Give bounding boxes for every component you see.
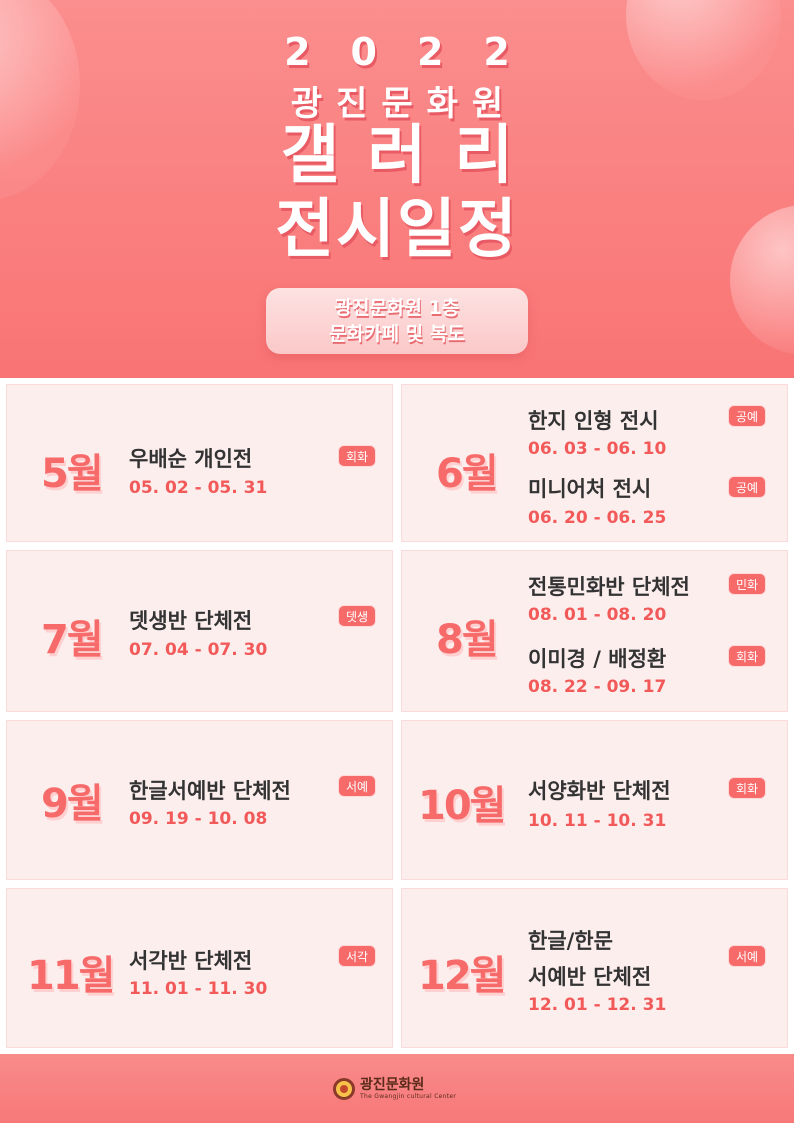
venue-badge: 광진문화원 1층 문화카페 및 복도 (266, 288, 528, 354)
event-title: 한글/한문 (528, 929, 613, 953)
event-title: 서예반 단체전 (528, 965, 652, 989)
flower-logo-icon (333, 1078, 355, 1100)
event-date: 05. 02 - 05. 31 (129, 478, 268, 498)
venue-line-2: 문화카페 및 복도 (329, 323, 465, 345)
month-card-november: 11월 서각반 단체전 11. 01 - 11. 30 서각 (6, 888, 393, 1048)
poster-footer (0, 1054, 794, 1123)
year-title: 2022 (284, 30, 550, 74)
event-title: 전통민화반 단체전 (528, 575, 690, 599)
schedule-title: 전시일정 (275, 193, 519, 267)
org-logo: 광진문화원 The Gwangjin cultural Center (333, 1074, 456, 1104)
month-card-may: 5월 우배순 개인전 05. 02 - 05. 31 회화 (6, 384, 393, 542)
month-label: 7월 (41, 617, 104, 663)
month-label: 11월 (27, 953, 115, 999)
month-card-october: 10월 서양화반 단체전 10. 11 - 10. 31 회화 (401, 720, 788, 880)
gallery-title: 갤러리 (280, 119, 542, 193)
event-date: 10. 11 - 10. 31 (528, 811, 667, 831)
event-date: 08. 01 - 08. 20 (528, 605, 667, 625)
category-tag: 서각 (338, 945, 376, 967)
event-title: 뎃생반 단체전 (129, 609, 253, 633)
event-title: 이미경 / 배정환 (528, 647, 667, 671)
logo-name: 광진문화원 (360, 1077, 425, 1093)
category-tag: 공예 (728, 476, 766, 498)
event-date: 11. 01 - 11. 30 (129, 979, 268, 999)
event-title: 한글서예반 단체전 (129, 779, 291, 803)
month-label: 6월 (436, 451, 499, 497)
month-card-july: 7월 뎃생반 단체전 07. 04 - 07. 30 뎃생 (6, 550, 393, 712)
month-card-june: 6월 한지 인형 전시 06. 03 - 06. 10 공예 미니어처 전시 0… (401, 384, 788, 542)
poster-header: 2022 광진문화원 갤러리 전시일정 광진문화원 1층 문화카페 및 복도 (0, 0, 794, 378)
logo-subtitle: The Gwangjin cultural Center (360, 1093, 457, 1100)
month-card-september: 9월 한글서예반 단체전 09. 19 - 10. 08 서예 (6, 720, 393, 880)
event-title: 한지 인형 전시 (528, 409, 659, 433)
category-tag: 서예 (338, 775, 376, 797)
month-label: 5월 (41, 451, 104, 497)
event-date: 08. 22 - 09. 17 (528, 677, 667, 697)
category-tag: 회화 (728, 645, 766, 667)
category-tag: 민화 (728, 573, 766, 595)
event-date: 12. 01 - 12. 31 (528, 995, 667, 1015)
event-title: 서각반 단체전 (129, 949, 253, 973)
month-card-december: 12월 한글/한문 서예반 단체전 12. 01 - 12. 31 서예 (401, 888, 788, 1048)
category-tag: 공예 (728, 405, 766, 427)
month-label: 9월 (41, 781, 104, 827)
event-date: 06. 03 - 06. 10 (528, 439, 667, 459)
month-label: 10월 (418, 783, 506, 829)
event-title: 우배순 개인전 (129, 447, 253, 471)
event-title: 서양화반 단체전 (528, 779, 671, 803)
event-title: 미니어처 전시 (528, 477, 652, 501)
event-date: 09. 19 - 10. 08 (129, 809, 268, 829)
month-label: 8월 (436, 617, 499, 663)
category-tag: 회화 (728, 777, 766, 799)
event-date: 06. 20 - 06. 25 (528, 508, 667, 528)
org-title: 광진문화원 (290, 84, 518, 124)
category-tag: 서예 (728, 945, 766, 967)
venue-line-1: 광진문화원 1층 (334, 297, 460, 319)
schedule-grid: 5월 우배순 개인전 05. 02 - 05. 31 회화 6월 한지 인형 전… (0, 378, 794, 1054)
month-label: 12월 (418, 953, 506, 999)
month-card-august: 8월 전통민화반 단체전 08. 01 - 08. 20 민화 이미경 / 배정… (401, 550, 788, 712)
category-tag: 회화 (338, 445, 376, 467)
event-date: 07. 04 - 07. 30 (129, 640, 268, 660)
category-tag: 뎃생 (338, 605, 376, 627)
